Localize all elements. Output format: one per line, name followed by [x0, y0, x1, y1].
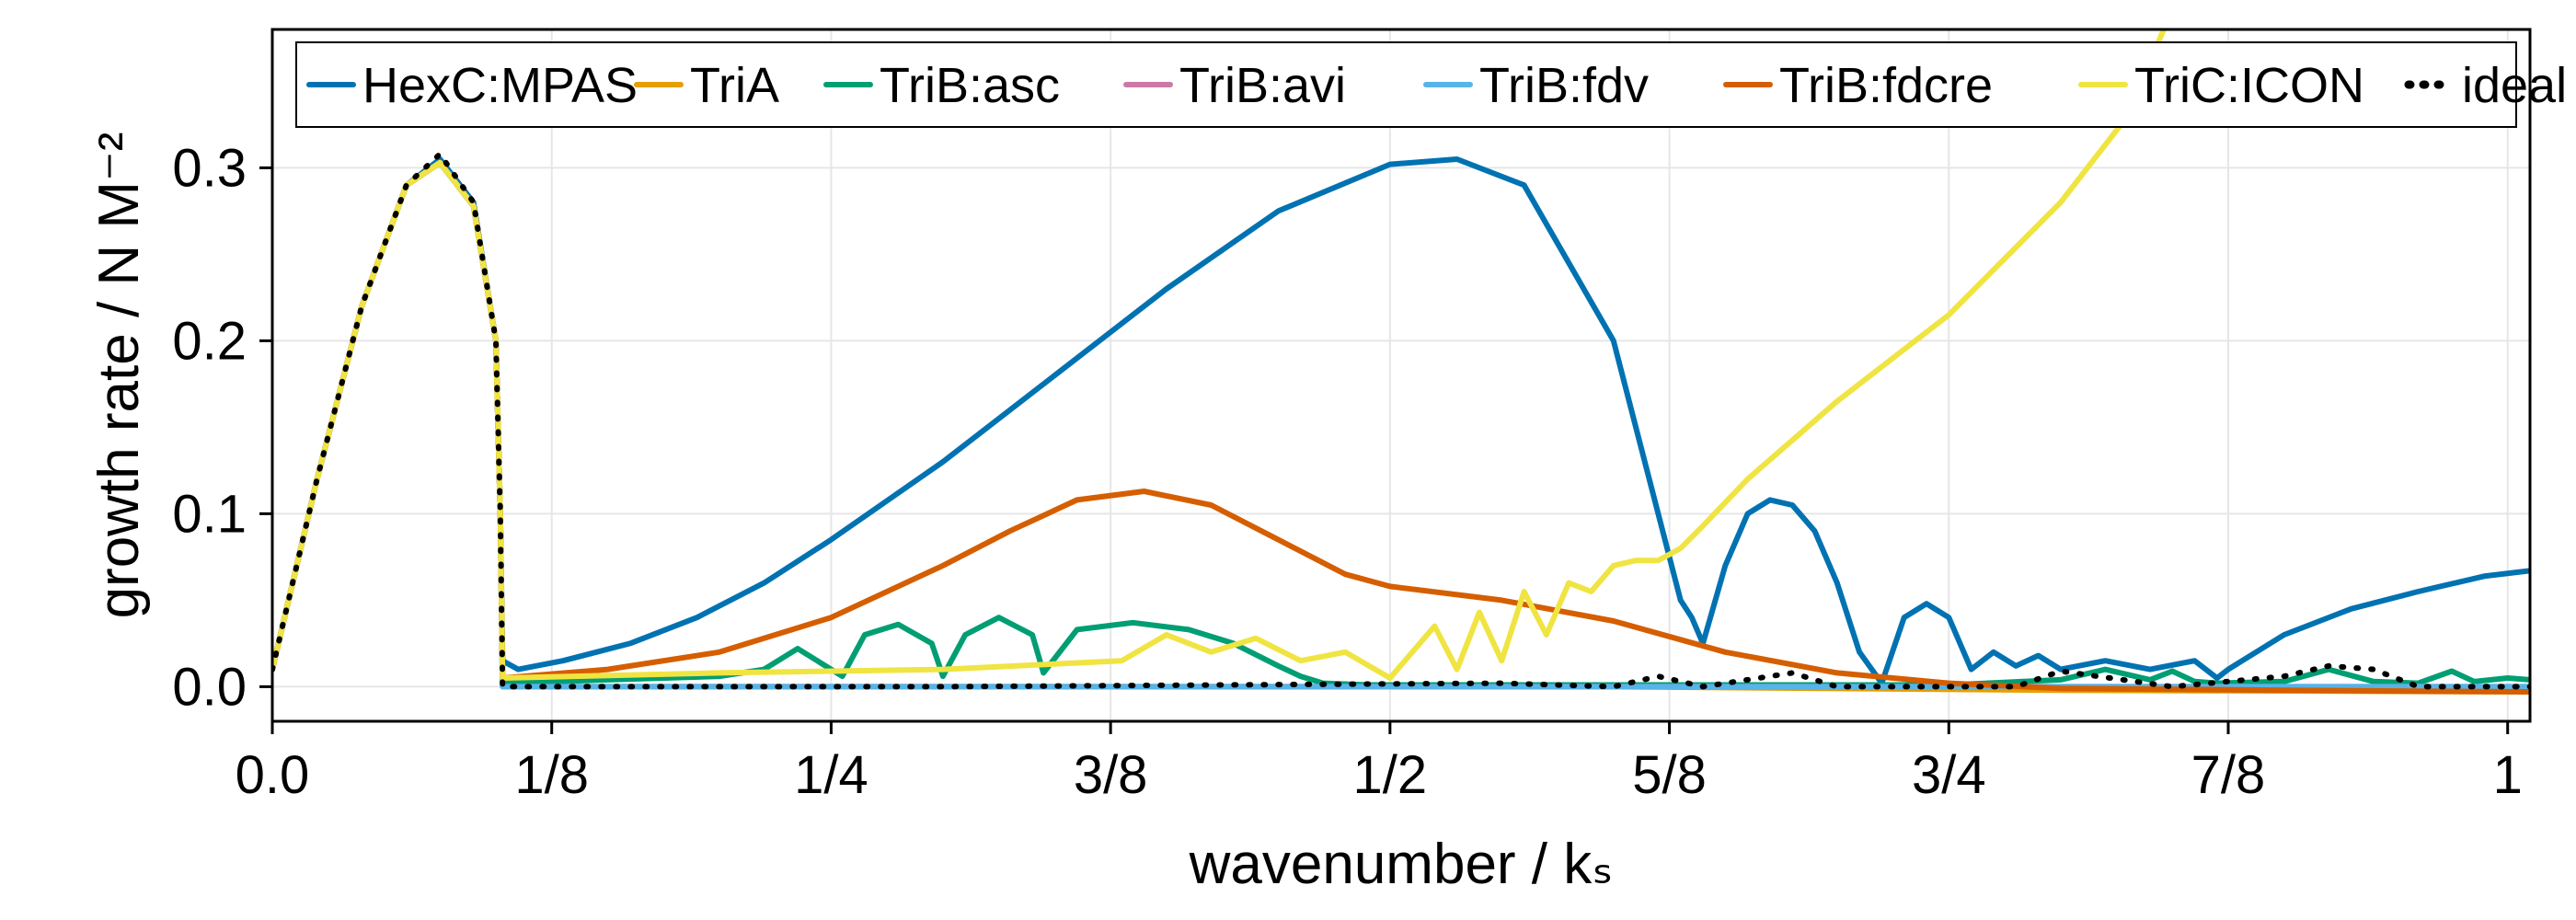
legend-label: HexC:MPAS — [362, 58, 638, 113]
y-tick-label: 0.0 — [172, 657, 247, 717]
legend-label: TriB:asc — [880, 58, 1060, 113]
x-axis-label: wavenumber / kₛ — [1189, 833, 1614, 896]
y-tick-label: 0.3 — [172, 138, 247, 198]
legend-label: TriC:ICON — [2134, 58, 2364, 113]
series-line-hexc-mpas — [272, 156, 2530, 686]
series-line-trib-fdv — [272, 159, 2530, 690]
x-tick-label: 5/8 — [1632, 745, 1707, 805]
legend-label: TriA — [690, 58, 779, 113]
y-tick-label: 0.2 — [172, 311, 247, 371]
x-tick-label: 1 — [2493, 745, 2523, 805]
series-line-trib-avi — [272, 159, 2530, 690]
grid — [271, 29, 2530, 721]
y-axis-label: growth rate / N M⁻² — [87, 132, 151, 619]
series-lines — [272, 29, 2530, 695]
series-line-trib-asc — [272, 159, 2530, 688]
x-tick-label: 1/8 — [514, 745, 589, 805]
legend-label: ideal — [2462, 58, 2567, 113]
axis-ticks: 0.0 1/8 1/4 3/8 1/2 5/8 3/4 7/8 1 0.0 0.1 0.2 0.3 — [172, 138, 2522, 805]
x-tick-label: 0.0 — [236, 745, 310, 805]
series-line-tria — [272, 159, 2530, 695]
y-tick-label: 0.1 — [172, 484, 247, 544]
legend-label: TriB:avi — [1179, 58, 1346, 113]
legend: HexC:MPAS TriA TriB:asc TriB:avi TriB:fdv Tri… — [295, 41, 2567, 128]
x-tick-label: 3/8 — [1074, 745, 1148, 805]
plot-frame — [270, 28, 2532, 723]
series-line-ideal — [272, 151, 2530, 690]
series-line-trib-fdcre — [272, 159, 2530, 695]
x-tick-label: 7/8 — [2191, 745, 2266, 805]
x-tick-label: 1/2 — [1353, 745, 1428, 805]
x-tick-label: 1/4 — [794, 745, 868, 805]
series-line-tric-icon — [272, 29, 2167, 681]
legend-label: TriB:fdcre — [1779, 58, 1993, 113]
x-tick-label: 3/4 — [1912, 745, 1986, 805]
legend-label: TriB:fdv — [1479, 58, 1649, 113]
